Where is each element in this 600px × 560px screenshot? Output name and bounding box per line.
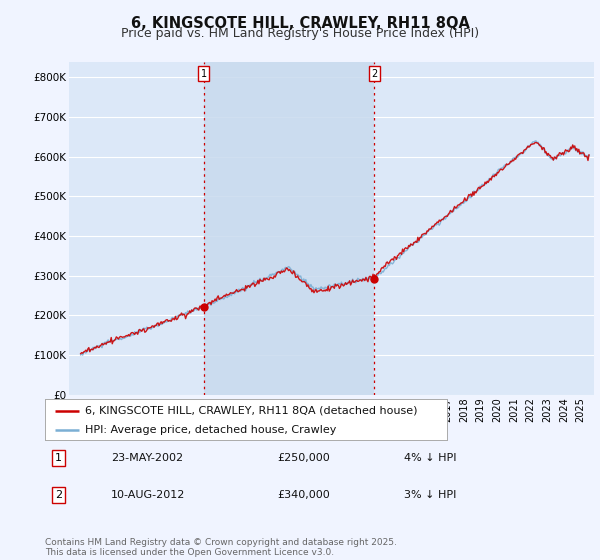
Text: 23-MAY-2002: 23-MAY-2002 — [111, 453, 184, 463]
Bar — [204, 62, 374, 395]
Text: 2: 2 — [371, 68, 377, 78]
Text: 1: 1 — [201, 68, 207, 78]
Text: 6, KINGSCOTE HILL, CRAWLEY, RH11 8QA: 6, KINGSCOTE HILL, CRAWLEY, RH11 8QA — [131, 16, 469, 31]
Text: 3% ↓ HPI: 3% ↓ HPI — [404, 490, 456, 500]
Text: 6, KINGSCOTE HILL, CRAWLEY, RH11 8QA (detached house): 6, KINGSCOTE HILL, CRAWLEY, RH11 8QA (de… — [85, 405, 418, 416]
Text: 1: 1 — [55, 453, 62, 463]
Text: £340,000: £340,000 — [277, 490, 329, 500]
Text: 4% ↓ HPI: 4% ↓ HPI — [404, 453, 457, 463]
Text: 10-AUG-2012: 10-AUG-2012 — [111, 490, 185, 500]
Text: HPI: Average price, detached house, Crawley: HPI: Average price, detached house, Craw… — [85, 424, 337, 435]
Text: Price paid vs. HM Land Registry's House Price Index (HPI): Price paid vs. HM Land Registry's House … — [121, 27, 479, 40]
Text: £250,000: £250,000 — [277, 453, 329, 463]
Text: 2: 2 — [55, 490, 62, 500]
Text: Contains HM Land Registry data © Crown copyright and database right 2025.
This d: Contains HM Land Registry data © Crown c… — [45, 538, 397, 557]
